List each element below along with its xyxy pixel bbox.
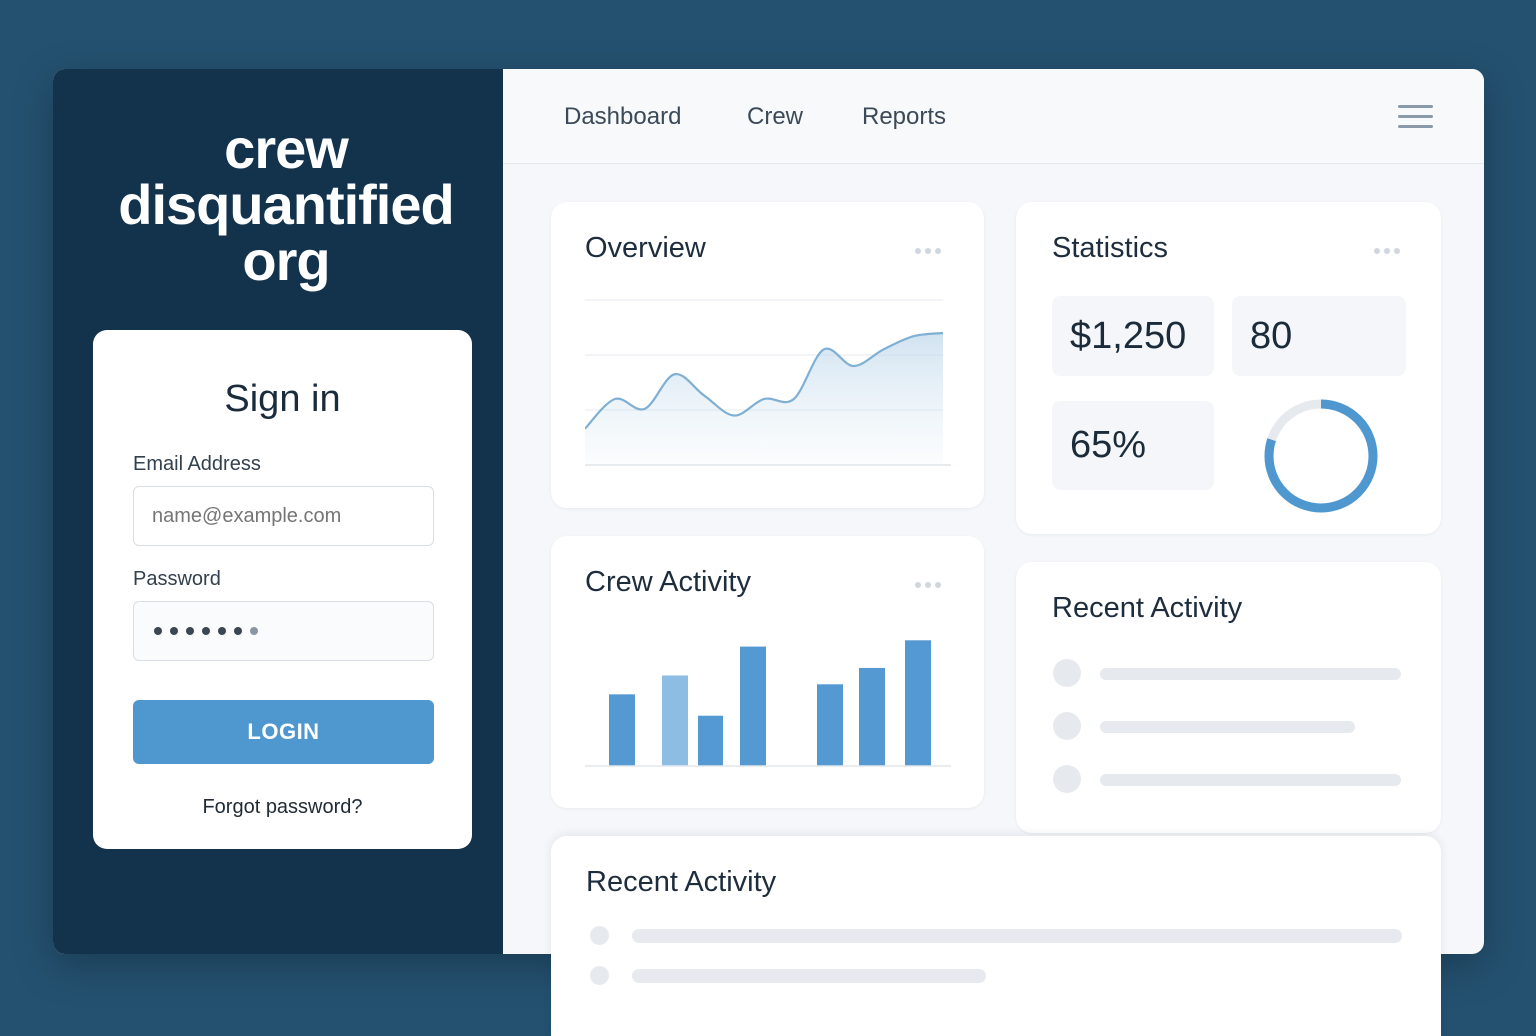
bar-4 (740, 646, 766, 766)
activity-line-placeholder (632, 969, 986, 983)
overview-title: Overview (585, 232, 706, 264)
recent-activity-side-title: Recent Activity (1052, 592, 1243, 624)
more-horizontal-icon[interactable] (915, 248, 945, 256)
stat-revenue: $1,250 (1052, 296, 1214, 376)
activity-avatar-placeholder (1053, 712, 1081, 740)
activity-avatar-placeholder (590, 926, 609, 945)
overview-series-line (585, 331, 944, 430)
brand-line-2: disquantified (118, 173, 454, 236)
more-horizontal-icon[interactable] (915, 582, 945, 590)
email-label: Email Address (133, 453, 261, 475)
sidebar-panel: crew disquantified org Sign in Email Add… (53, 69, 503, 954)
hamburger-menu-icon[interactable] (1398, 105, 1434, 131)
nav-crew[interactable]: Crew (747, 103, 804, 130)
bar-5 (817, 684, 843, 766)
statistics-card: Statistics $1,250 80 65% (1016, 202, 1441, 534)
activity-line-placeholder (1100, 668, 1401, 680)
password-label: Password (133, 568, 221, 590)
brand-line-3: org (242, 229, 330, 292)
password-field[interactable] (133, 601, 434, 661)
bar-7 (905, 640, 931, 766)
forgot-password-link[interactable]: Forgot password? (202, 796, 363, 818)
stat-percent: 65% (1052, 401, 1214, 490)
bar-2 (662, 675, 688, 766)
progress-donut (1264, 399, 1378, 513)
bar-1 (609, 694, 635, 766)
donut-progress-arc (1264, 399, 1378, 513)
top-navigation: Dashboard Crew Reports (503, 69, 1484, 164)
crew-activity-bar-chart (585, 640, 951, 767)
signin-title: Sign in (224, 378, 341, 420)
nav-reports[interactable]: Reports (862, 103, 947, 130)
statistics-title: Statistics (1052, 232, 1169, 264)
recent-activity-side-card: Recent Activity (1016, 562, 1441, 833)
login-button[interactable]: LOGIN (133, 700, 434, 764)
stat-count: 80 (1232, 296, 1406, 376)
signin-card: Sign in Email Address Password LOGIN For… (93, 330, 472, 849)
overview-area-chart (585, 299, 951, 466)
activity-avatar-placeholder (1053, 765, 1081, 793)
brand-line-1: crew (224, 117, 349, 180)
recent-activity-bottom-card: Recent Activity (551, 836, 1441, 1036)
activity-avatar-placeholder (1053, 659, 1081, 687)
brand-logo-text: crew disquantified org (53, 121, 519, 289)
overview-card: Overview (551, 202, 984, 508)
crew-activity-title: Crew Activity (585, 566, 751, 598)
email-field[interactable] (133, 486, 434, 546)
bar-3 (698, 715, 723, 766)
bar-6 (859, 667, 885, 766)
activity-line-placeholder (1100, 721, 1355, 733)
activity-avatar-placeholder (590, 966, 609, 985)
recent-activity-bottom-title: Recent Activity (586, 866, 777, 898)
nav-dashboard[interactable]: Dashboard (564, 103, 682, 130)
crew-activity-card: Crew Activity (551, 536, 984, 808)
activity-line-placeholder (1100, 774, 1401, 786)
more-horizontal-icon[interactable] (1374, 248, 1404, 256)
activity-line-placeholder (632, 929, 1402, 943)
